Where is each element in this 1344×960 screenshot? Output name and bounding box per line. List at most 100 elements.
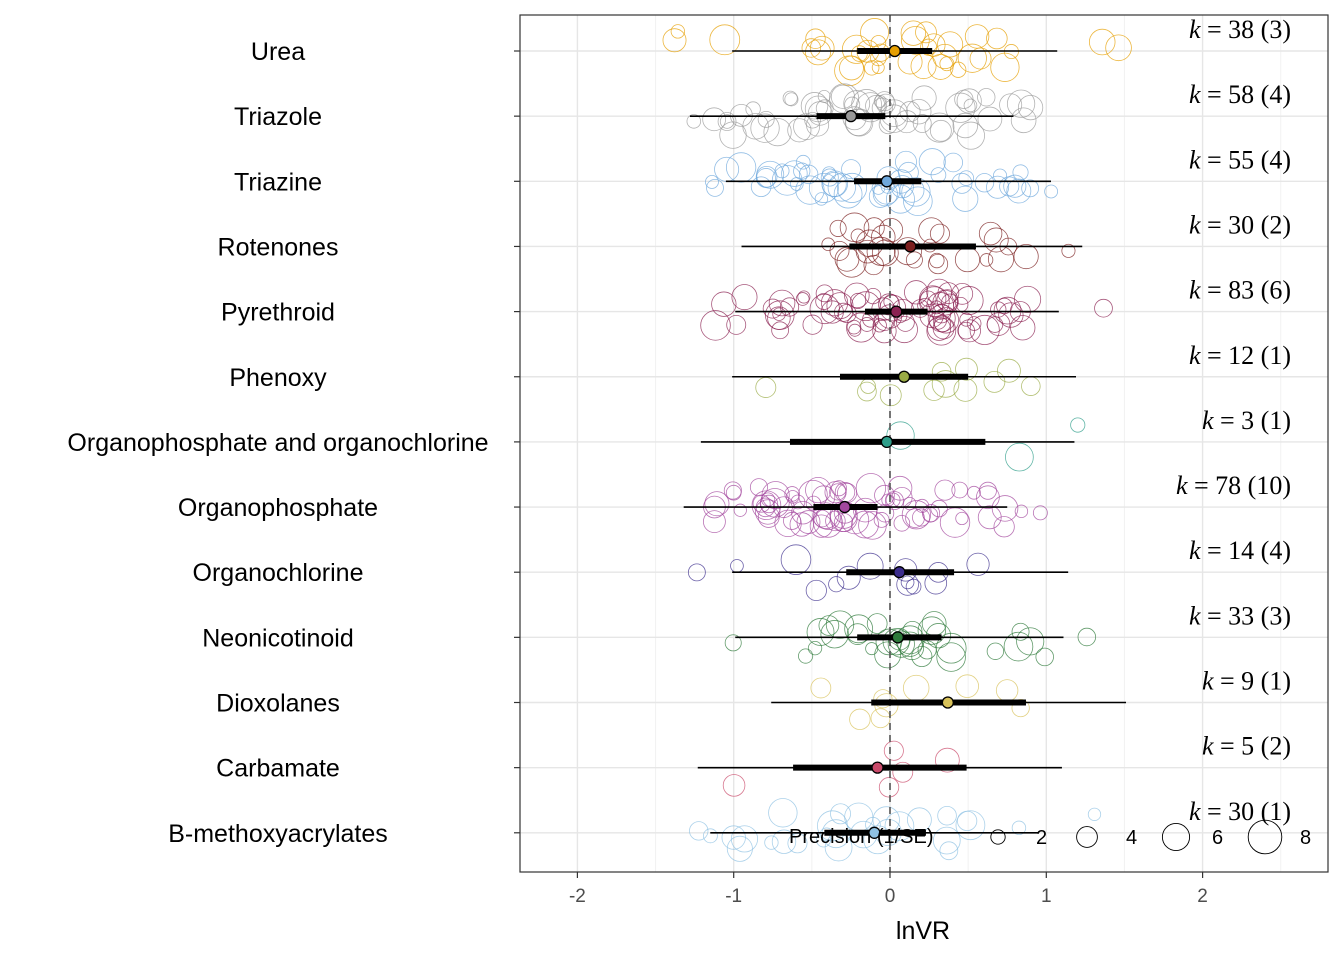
effect-size-point [670, 24, 686, 39]
effect-size-point [924, 112, 955, 143]
k-label: k = 3 (1) [1202, 406, 1291, 435]
effect-size-point [899, 101, 921, 123]
k-label: k = 55 (4) [1189, 145, 1291, 174]
effect-size-point [957, 43, 987, 73]
effect-size-point [905, 251, 923, 269]
effect-size-point [711, 291, 737, 317]
effect-size-point [850, 291, 881, 322]
effect-size-point [795, 154, 811, 170]
effect-size-point [1021, 376, 1041, 396]
effect-size-point [1005, 442, 1034, 472]
effect-size-point [951, 282, 974, 305]
effect-size-point [1088, 28, 1116, 56]
effect-size-point [930, 167, 947, 183]
effect-size-point [993, 516, 1015, 538]
effect-size-point [706, 178, 724, 197]
effect-size-point [977, 106, 1003, 132]
effect-size-point [983, 371, 1006, 393]
effect-size-point [829, 240, 850, 261]
effect-size-point [810, 677, 832, 699]
effect-size-point [966, 316, 982, 331]
effect-size-point [805, 39, 831, 66]
effect-size-point [1021, 179, 1040, 198]
effect-size-point [995, 679, 1019, 702]
y-tick-label: Neonicotinoid [202, 624, 354, 652]
effect-size-point [1032, 505, 1048, 521]
effect-size-point [878, 293, 900, 316]
mean-estimate-point [888, 44, 901, 58]
effect-size-point [826, 292, 854, 320]
effect-size-point [903, 186, 933, 216]
effect-size-point [719, 114, 735, 129]
effect-size-point [926, 315, 957, 346]
effect-size-point [873, 512, 890, 528]
effect-size-point [885, 184, 915, 214]
effect-size-point [934, 479, 956, 501]
effect-size-point [990, 52, 1020, 82]
effect-size-point [689, 821, 709, 841]
effect-size-point [939, 507, 971, 538]
effect-size-point [805, 579, 827, 602]
effect-size-point [941, 293, 959, 312]
effect-size-point [848, 323, 862, 337]
effect-size-point [814, 192, 829, 206]
effect-size-point [750, 113, 780, 143]
effect-size-point [1044, 184, 1059, 199]
effect-size-point [895, 110, 919, 134]
effect-size-point [895, 150, 917, 173]
effect-size-point [805, 28, 826, 49]
effect-size-point [768, 289, 796, 317]
effect-size-point [905, 578, 922, 595]
effect-size-point [860, 378, 876, 394]
mean-estimate-point [897, 370, 911, 383]
y-axis-ticks [514, 50, 520, 834]
effect-size-point [755, 499, 781, 525]
effect-size-point [1061, 243, 1076, 258]
effect-size-point [874, 641, 902, 669]
effect-size-point [993, 168, 1008, 183]
effect-size-point [808, 173, 839, 203]
effect-size-point [997, 358, 1021, 383]
effect-size-point [787, 118, 812, 143]
effect-size-point [733, 503, 747, 517]
effect-size-point [900, 575, 915, 590]
effect-size-points [662, 18, 1132, 862]
effect-size-point [966, 552, 990, 576]
effect-size-point [954, 286, 984, 315]
effect-size-point [901, 177, 931, 207]
y-tick-label: Triazole [234, 103, 322, 131]
precision-legend: Precision (1/SE) 2 4 6 8 [789, 819, 1311, 855]
effect-size-point [874, 91, 895, 112]
effect-size-point [858, 511, 887, 540]
k-label: k = 58 (4) [1189, 80, 1291, 109]
effect-size-point [722, 774, 746, 797]
effect-size-point [1016, 627, 1045, 656]
k-label: k = 78 (10) [1176, 471, 1291, 500]
effect-size-point [795, 292, 810, 306]
effect-size-point [782, 90, 798, 106]
effect-size-point [873, 689, 893, 709]
effect-size-point [821, 166, 837, 181]
effect-size-point [703, 828, 718, 844]
effect-size-point [918, 148, 946, 176]
effect-size-point [851, 89, 882, 120]
effect-size-point [783, 511, 801, 530]
effect-size-point [831, 480, 847, 497]
effect-size-point [815, 292, 833, 310]
effect-size-point [1105, 34, 1132, 62]
effect-size-point [924, 571, 948, 595]
effect-size-point [781, 160, 808, 187]
mean-estimate-point [844, 110, 858, 123]
effect-size-point [806, 618, 835, 646]
effect-size-point [1013, 243, 1039, 270]
effect-size-point [815, 284, 834, 303]
effect-size-point [866, 613, 888, 634]
k-label: k = 38 (3) [1189, 15, 1291, 44]
effect-size-point [1077, 627, 1097, 647]
effect-size-point [772, 307, 786, 321]
effect-size-point [900, 20, 927, 46]
k-label: k = 30 (2) [1189, 210, 1291, 239]
effect-size-point [820, 168, 839, 187]
legend-title: Precision (1/SE) [789, 826, 934, 848]
effect-size-point [955, 810, 986, 841]
